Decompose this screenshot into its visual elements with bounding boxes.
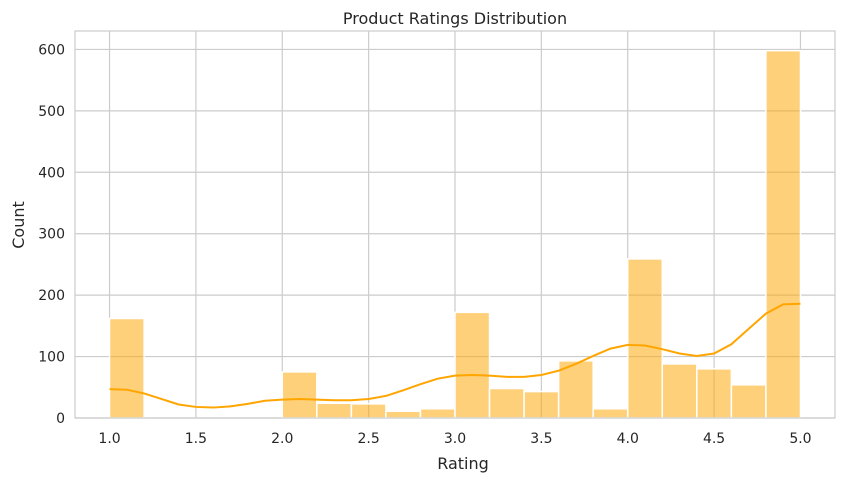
kde-curve xyxy=(109,302,801,409)
histogram-bar xyxy=(661,363,698,419)
x-tick-label: 5.0 xyxy=(789,431,811,447)
histogram-bar xyxy=(730,384,767,419)
x-axis-label: Rating xyxy=(437,454,489,473)
x-tick-label: 2.0 xyxy=(271,431,293,447)
histogram-bar xyxy=(419,408,456,419)
histogram-bar xyxy=(281,371,318,419)
x-tick-label: 4.0 xyxy=(617,431,639,447)
histogram-bar xyxy=(316,402,353,419)
y-tick-label: 400 xyxy=(38,165,65,181)
histogram-bar xyxy=(488,387,525,419)
histogram-bar xyxy=(523,390,560,419)
y-tick-label: 500 xyxy=(38,104,65,120)
x-tick-label: 1.5 xyxy=(185,431,207,447)
histogram-bar xyxy=(696,368,733,419)
histogram-bar xyxy=(557,360,594,419)
x-tick-labels: 1.0 1.5 2.0 2.5 3.0 3.5 4.0 4.5 5.0 xyxy=(98,431,811,447)
histogram-bar xyxy=(108,317,145,419)
histogram-bar xyxy=(626,258,664,419)
x-tick-label: 1.0 xyxy=(98,431,120,447)
y-tick-label: 300 xyxy=(38,227,65,243)
histogram-bar xyxy=(350,403,387,419)
x-tick-label: 2.5 xyxy=(358,431,380,447)
y-tick-label: 100 xyxy=(38,350,65,366)
x-tick-label: 3.0 xyxy=(444,431,466,447)
x-tick-label: 4.5 xyxy=(703,431,725,447)
y-tick-label: 200 xyxy=(38,288,65,304)
histogram-bar xyxy=(454,311,491,419)
histogram-bar xyxy=(385,410,422,419)
y-tick-label: 600 xyxy=(38,42,65,58)
x-tick-label: 3.5 xyxy=(530,431,552,447)
histogram-bar xyxy=(765,49,802,419)
y-tick-label: 0 xyxy=(56,411,65,427)
histogram-bar xyxy=(592,408,629,419)
plot-frame xyxy=(74,30,836,419)
y-axis-label: Count xyxy=(9,201,28,249)
y-tick-labels: 0 100 200 300 400 500 600 xyxy=(38,42,65,427)
chart-title: Product Ratings Distribution xyxy=(343,9,567,28)
